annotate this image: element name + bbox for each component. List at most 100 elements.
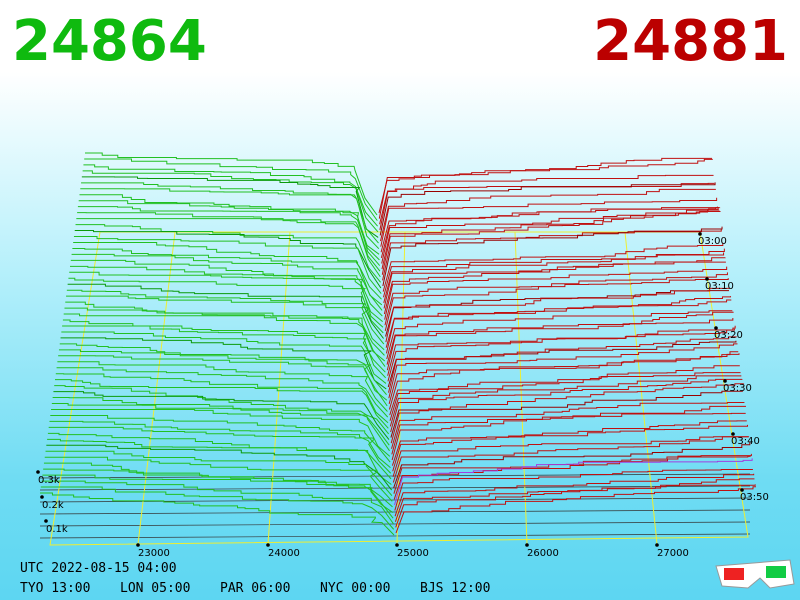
ask-depth-line xyxy=(392,436,750,483)
ask-depth-line xyxy=(388,343,738,399)
bid-depth-line xyxy=(49,420,391,469)
ask-depth-line xyxy=(381,209,720,264)
time-label: 03:50 xyxy=(740,492,769,503)
bid-depth-line xyxy=(59,343,387,395)
depth-tick xyxy=(36,470,40,474)
bid-depth-line xyxy=(40,492,395,536)
ask-depth-line xyxy=(390,390,743,438)
bid-depth-line xyxy=(74,230,382,289)
ask-depth-line xyxy=(392,436,749,478)
bid-depth-line xyxy=(82,170,379,233)
ask-depth-line xyxy=(388,336,737,393)
ask-depth-line xyxy=(382,252,725,298)
bid-depth-line xyxy=(58,349,388,401)
city-clock: BJS 12:00 xyxy=(420,581,490,596)
price-label: 27000 xyxy=(657,548,689,559)
time-label: 03:20 xyxy=(714,330,743,341)
bid-depth-line xyxy=(51,403,390,452)
ask-depth-line xyxy=(380,206,718,253)
ask-depth-line xyxy=(387,328,735,376)
glasses-icon xyxy=(715,559,795,589)
ask-depth-line xyxy=(394,473,755,517)
utc-time: UTC 2022-08-15 04:00 xyxy=(20,561,177,576)
depth-label: 0.1k xyxy=(46,524,68,535)
ask-depth-line xyxy=(384,272,728,326)
depth-tick xyxy=(44,519,48,523)
ask-price: 24881 xyxy=(593,9,788,74)
depth-line xyxy=(39,509,751,515)
ask-depth-line xyxy=(395,484,756,528)
bid-depth-line xyxy=(77,206,381,266)
bid-depth-line xyxy=(78,200,380,261)
time-tick xyxy=(740,488,744,492)
ask-depth-line xyxy=(386,310,733,360)
bid-depth-line xyxy=(67,283,384,339)
ask-depth-line xyxy=(382,226,723,287)
time-tick xyxy=(698,232,702,236)
ask-depth-line xyxy=(385,290,729,337)
city-clock: TYO 13:00 xyxy=(20,581,90,596)
bid-depth-line xyxy=(56,367,389,418)
bid-depth-line xyxy=(84,158,378,221)
ask-depth-line xyxy=(390,383,745,444)
bid-depth-line xyxy=(63,313,386,367)
bid-depth-line xyxy=(51,408,391,457)
ask-depth-line xyxy=(380,206,719,259)
time-label: 03:00 xyxy=(698,236,727,247)
ask-depth-line xyxy=(383,248,725,303)
bid-depth-line xyxy=(81,176,379,238)
ask-depth-line xyxy=(393,455,751,494)
ask-depth-line xyxy=(390,378,743,433)
price-tick xyxy=(525,543,529,547)
ask-depth-line xyxy=(395,486,756,534)
ask-depth-line xyxy=(391,412,746,455)
bid-depth-line xyxy=(45,450,393,497)
depth-line xyxy=(39,533,751,539)
bid-depth-line xyxy=(52,397,390,446)
bid-depth-line xyxy=(79,194,380,255)
ask-depth-line xyxy=(393,453,752,500)
bid-depth-line xyxy=(65,301,385,356)
floor-frame xyxy=(49,231,749,546)
bid-depth-line xyxy=(64,307,386,362)
floor-grid-line xyxy=(267,231,291,545)
bid-depth-line xyxy=(50,414,391,463)
bid-depth-line xyxy=(77,212,381,272)
bid-depth-line xyxy=(41,480,394,525)
ask-depth-line xyxy=(394,468,753,511)
ask-depth-line xyxy=(391,420,747,466)
ask-depth-line xyxy=(385,296,732,348)
ask-depth-line xyxy=(383,261,726,315)
ask-depth-line xyxy=(378,157,712,214)
bid-price: 24864 xyxy=(12,9,207,74)
bid-depth-line xyxy=(75,224,381,283)
bid-depth-line xyxy=(66,295,385,351)
ask-depth-line xyxy=(381,211,721,275)
ask-depth-line xyxy=(392,424,749,472)
time-tick xyxy=(714,326,718,330)
ask-depth-line xyxy=(387,325,736,382)
depth-label: 0.2k xyxy=(42,500,64,511)
bid-depth-line xyxy=(54,385,390,435)
bid-depth-line xyxy=(42,474,394,519)
bid-depth-line xyxy=(85,152,378,216)
depth-line xyxy=(39,485,751,491)
ask-depth-line xyxy=(389,375,742,427)
time-label: 03:10 xyxy=(705,281,734,292)
ask-depth-line xyxy=(380,197,718,247)
bid-depth-line xyxy=(46,444,393,491)
ask-depth-line xyxy=(386,318,734,365)
ask-depth-line xyxy=(391,402,745,449)
time-label: 03:40 xyxy=(731,436,760,447)
price-tick xyxy=(655,543,659,547)
bid-depth-line xyxy=(61,331,387,384)
bid-depth-line xyxy=(81,182,379,244)
ask-depth-line xyxy=(388,351,739,405)
price-label: 25000 xyxy=(397,548,429,559)
ask-depth-line xyxy=(382,242,724,292)
ask-depth-line xyxy=(380,188,716,242)
bid-depth-line xyxy=(47,432,392,480)
floor-grid-line xyxy=(514,231,528,545)
ask-depth-line xyxy=(378,158,713,219)
